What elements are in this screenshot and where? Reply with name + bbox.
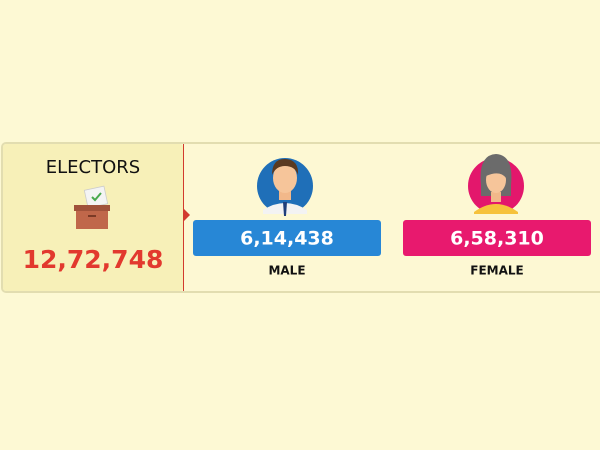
male-box xyxy=(193,220,381,256)
male-label: MALE xyxy=(268,264,305,278)
pointer xyxy=(184,209,190,221)
electors-title: ELECTORS xyxy=(46,157,140,178)
ballot-box-icon xyxy=(74,185,110,229)
male-value: 6,14,438 xyxy=(240,228,334,250)
female-value: 6,58,310 xyxy=(450,228,544,250)
female-box xyxy=(403,220,591,256)
male-avatar xyxy=(257,158,313,216)
female-avatar xyxy=(468,154,524,214)
female-label: FEMALE xyxy=(470,264,523,278)
electors-total: 12,72,748 xyxy=(23,245,164,274)
